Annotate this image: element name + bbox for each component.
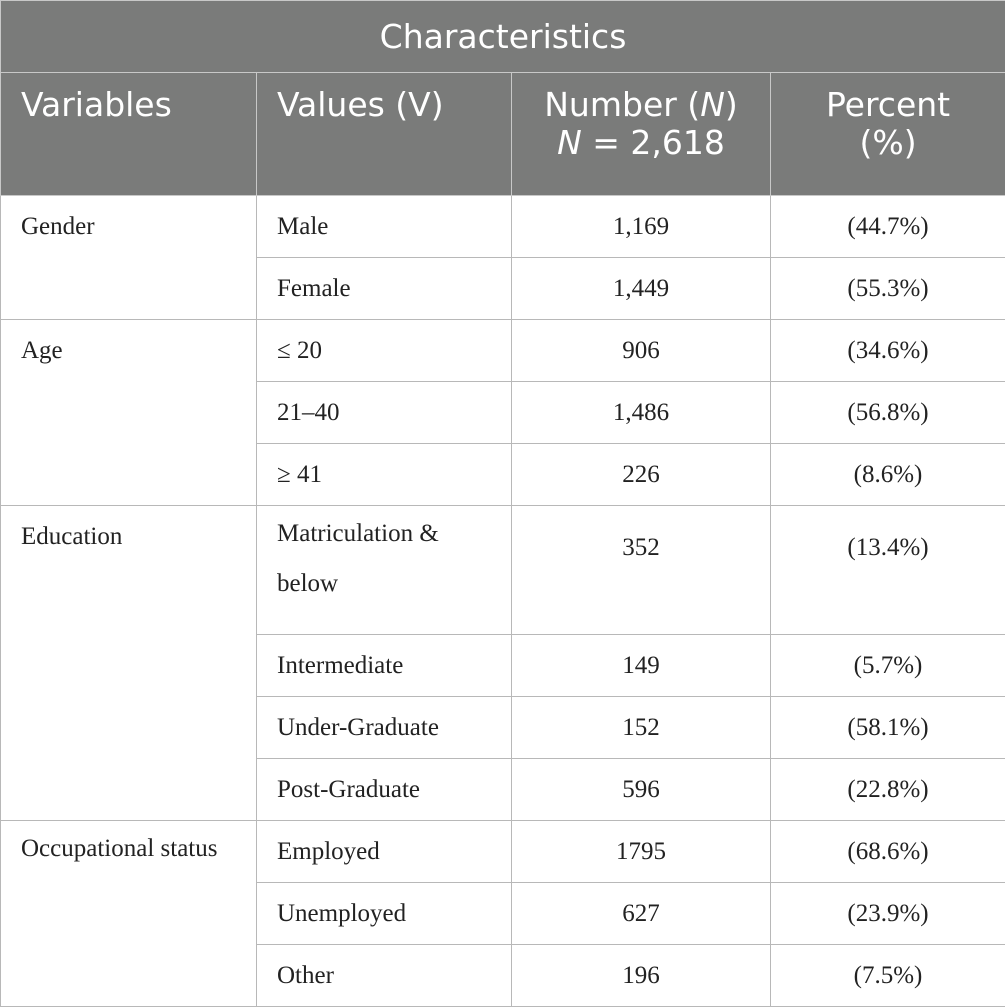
header-values: Values (V) xyxy=(257,73,512,196)
header-number: Number (N) N = 2,618 xyxy=(512,73,771,196)
number-cell: 627 xyxy=(512,883,771,945)
percent-cell: (56.8%) xyxy=(771,382,1005,444)
header-percent-unit: (%) xyxy=(859,123,916,162)
variable-education: Education xyxy=(1,506,257,821)
value-cell: Post-Graduate xyxy=(257,759,512,821)
table-row: Education Matriculation & below 352 (13.… xyxy=(1,506,1005,635)
percent-cell: (8.6%) xyxy=(771,444,1005,506)
number-cell: 1,169 xyxy=(512,196,771,258)
number-cell: 152 xyxy=(512,697,771,759)
header-total-n: N xyxy=(557,123,582,162)
header-number-suffix: ) xyxy=(725,85,738,124)
number-cell: 352 xyxy=(512,506,771,635)
number-cell: 596 xyxy=(512,759,771,821)
number-cell: 226 xyxy=(512,444,771,506)
value-cell: Employed xyxy=(257,821,512,883)
percent-cell: (68.6%) xyxy=(771,821,1005,883)
number-cell: 1,486 xyxy=(512,382,771,444)
value-cell: Female xyxy=(257,258,512,320)
value-cell: 21–40 xyxy=(257,382,512,444)
percent-cell: (44.7%) xyxy=(771,196,1005,258)
percent-cell: (7.5%) xyxy=(771,945,1005,1007)
value-cell: ≤ 20 xyxy=(257,320,512,382)
value-cell: Other xyxy=(257,945,512,1007)
variable-gender: Gender xyxy=(1,196,257,320)
value-cell: Under-Graduate xyxy=(257,697,512,759)
number-cell: 196 xyxy=(512,945,771,1007)
header-percent: Percent (%) xyxy=(771,73,1005,196)
percent-cell: (58.1%) xyxy=(771,697,1005,759)
table-title: Characteristics xyxy=(1,1,1005,73)
value-cell: Intermediate xyxy=(257,635,512,697)
percent-cell: (22.8%) xyxy=(771,759,1005,821)
table-row: Occupational status Employed 1795 (68.6%… xyxy=(1,821,1005,883)
table-row: Gender Male 1,169 (44.7%) xyxy=(1,196,1005,258)
percent-cell: (34.6%) xyxy=(771,320,1005,382)
header-variables: Variables xyxy=(1,73,257,196)
number-cell: 149 xyxy=(512,635,771,697)
percent-cell: (5.7%) xyxy=(771,635,1005,697)
percent-cell: (13.4%) xyxy=(771,506,1005,635)
percent-cell: (23.9%) xyxy=(771,883,1005,945)
value-cell: Matriculation & below xyxy=(257,506,512,635)
number-cell: 1,449 xyxy=(512,258,771,320)
number-cell: 906 xyxy=(512,320,771,382)
variable-occupational-status: Occupational status xyxy=(1,821,257,1007)
percent-cell: (55.3%) xyxy=(771,258,1005,320)
header-number-n: N xyxy=(700,85,725,124)
value-cell: ≥ 41 xyxy=(257,444,512,506)
header-number-prefix: Number ( xyxy=(544,85,700,124)
value-cell: Male xyxy=(257,196,512,258)
value-cell: Unemployed xyxy=(257,883,512,945)
header-percent-label: Percent xyxy=(826,85,950,124)
number-cell: 1795 xyxy=(512,821,771,883)
header-total-value: = 2,618 xyxy=(582,123,725,162)
variable-age: Age xyxy=(1,320,257,506)
table-row: Age ≤ 20 906 (34.6%) xyxy=(1,320,1005,382)
